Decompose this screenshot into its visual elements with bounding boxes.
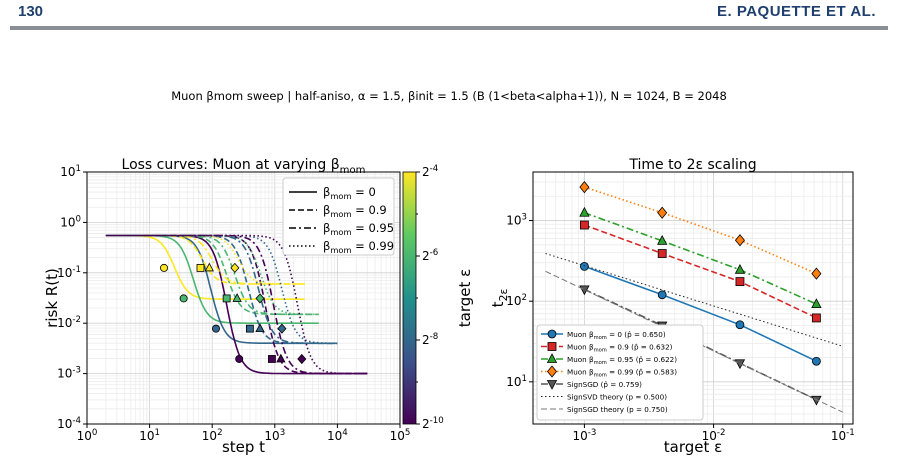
series-point-3: [734, 234, 745, 247]
colorbar-label: target ε: [456, 269, 474, 327]
page-number: 130: [18, 3, 44, 20]
x-tick-label: 104: [327, 428, 348, 443]
figure-suptitle: Muon βmom sweep | half-aniso, α = 1.5, β…: [171, 89, 727, 103]
right-legend: Muon βmom​ = 0 (p̂ = 0.650) Muon βmom​ = …: [536, 324, 704, 421]
series-point-4: [579, 285, 590, 296]
series-point-3: [811, 267, 822, 280]
series-point-2: [811, 298, 822, 309]
right-plot-frame: [532, 171, 854, 425]
legend-label: Muon βmom​ = 0.9 (p̂ = 0.632): [567, 343, 673, 354]
series-point-4: [811, 395, 822, 406]
colorbar: 2-4 2-6 2-8 2-10 target ε: [402, 164, 474, 431]
legend-marker: [546, 353, 558, 363]
legend-label: Muon βmom​ = 0.95 (p̂ = 0.622): [567, 355, 677, 366]
legend-marker: [546, 380, 558, 390]
x-tick-label: 103: [264, 428, 285, 443]
loss-curve-11: [154, 234, 368, 375]
y-tick-label: 101: [60, 164, 81, 179]
series-point-2: [657, 235, 668, 245]
curve-marker: [297, 353, 307, 365]
left-plot-frame: [86, 171, 401, 425]
colorbar-tick-label: 2-10: [422, 416, 444, 431]
legend-label: SignSGD theory (p = 0.750): [567, 405, 668, 414]
curve-marker: [245, 324, 254, 333]
series-line-3: [584, 186, 817, 275]
colorbar-gradient: [402, 171, 417, 425]
right-x-label: target ε: [664, 438, 722, 456]
page-header: 130 E. PAQUETTE ET AL.: [0, 0, 898, 30]
series-point-3: [579, 180, 590, 194]
series-line-2: [584, 211, 817, 305]
curve-marker: [268, 355, 276, 363]
curve-marker: [211, 324, 220, 333]
curve-marker: [255, 293, 265, 304]
series-point-1: [657, 249, 667, 258]
series-point-0: [580, 262, 589, 271]
series-point-0: [735, 320, 745, 330]
x-tick-label: 10-3: [572, 428, 596, 443]
legend-marker: [547, 342, 557, 351]
curve-marker: [255, 323, 265, 333]
legend-marker: [546, 365, 558, 378]
curve-marker: [232, 293, 242, 302]
legend-label: SignSGD (p̂ = 0.759): [567, 380, 642, 389]
left-y-label: risk R(t): [43, 268, 61, 328]
series-point-0: [812, 356, 821, 366]
x-tick-label: 101: [139, 428, 160, 443]
y-tick-label: 101: [506, 374, 527, 389]
y-tick-label: 103: [506, 213, 527, 228]
scaling-series: [545, 180, 844, 413]
right-chart-title: Time to 2ε scaling: [628, 157, 756, 173]
y-tick-label: 10-3: [57, 366, 81, 381]
left-chart-title: Loss curves: Muon at varying βmom​: [122, 157, 366, 176]
series-point-1: [735, 277, 745, 286]
curve-marker: [235, 354, 244, 363]
series-point-1: [812, 313, 821, 323]
colorbar-tick-label: 2-4: [422, 164, 438, 179]
x-tick-label: 100: [77, 428, 98, 443]
colorbar-tick-label: 2-6: [422, 248, 438, 263]
legend-label: Muon βmom​ = 0.99 (p̂ = 0.583): [567, 368, 677, 379]
colorbar-tick-label: 2-8: [422, 332, 438, 347]
x-tick-label: 10-1: [831, 428, 855, 443]
loss-curves: [105, 234, 368, 375]
left-x-label: step t: [222, 438, 265, 456]
series-point-2: [579, 206, 590, 217]
running-head: E. PAQUETTE ET AL.: [716, 3, 876, 20]
series-point-2: [734, 263, 746, 274]
series-line-1: [584, 224, 817, 319]
curve-marker: [277, 323, 287, 334]
x-tick-label: 102: [202, 428, 223, 443]
series-point-3: [657, 206, 668, 219]
curve-marker: [160, 263, 169, 272]
curve-marker: [204, 262, 215, 272]
loss-curve-9: [154, 234, 319, 316]
legend-box: [282, 177, 395, 256]
x-tick-label: 105: [390, 428, 411, 443]
series-line-0: [584, 265, 817, 362]
loss-curve-15: [193, 234, 368, 375]
legend-label: Muon βmom​ = 0 (p̂ = 0.650): [567, 330, 666, 341]
header-rule: [10, 26, 888, 30]
loss-curves-chart: 100 101 102 103 104 10510-410-310-210-1100101…: [43, 157, 474, 456]
y-tick-label: 100: [60, 214, 81, 229]
loss-curve-7: [143, 234, 368, 375]
legend-box: [536, 324, 704, 421]
loss-curve-4: [143, 234, 305, 285]
curve-marker: [222, 294, 231, 303]
curve-marker: [230, 262, 240, 274]
curve-marker: [179, 294, 188, 303]
series-point-1: [580, 220, 589, 230]
legend-marker: [547, 329, 557, 339]
curve-marker: [196, 264, 205, 272]
series-point-0: [657, 290, 667, 300]
legend-label: SignSVD theory (p = 0.500): [567, 393, 667, 402]
curve-marker: [276, 353, 286, 363]
